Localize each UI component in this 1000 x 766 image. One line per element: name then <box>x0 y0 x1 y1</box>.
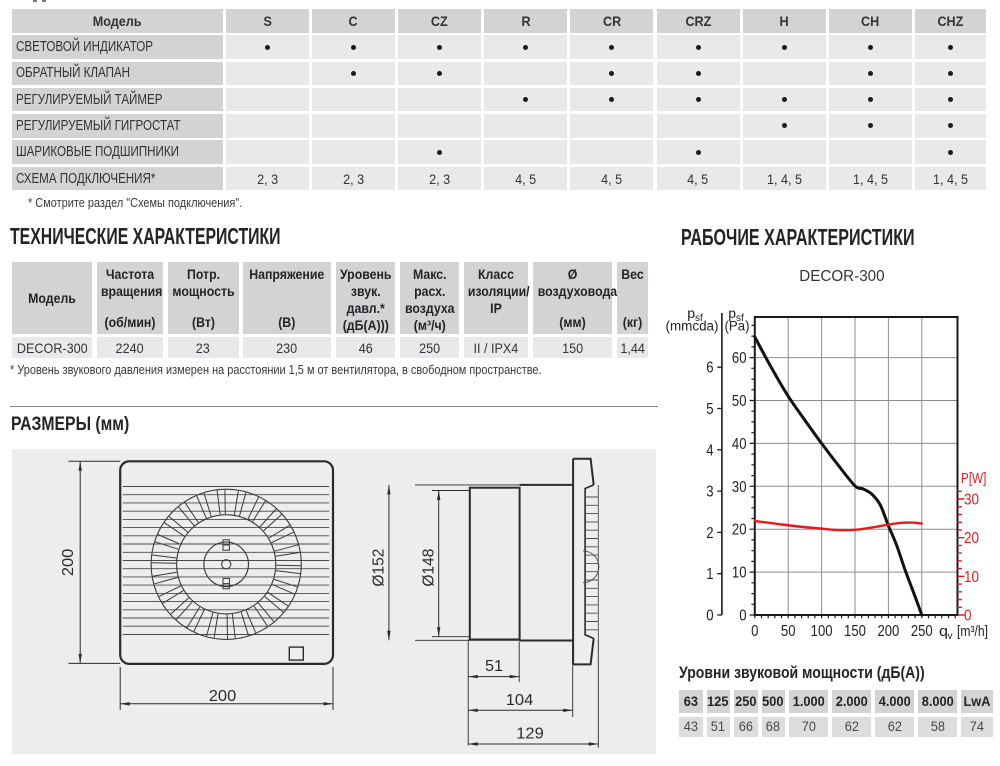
svg-text:51: 51 <box>485 658 503 675</box>
svg-text:20: 20 <box>732 522 747 539</box>
svg-text:4: 4 <box>706 442 714 459</box>
svg-text:30: 30 <box>964 492 979 509</box>
svg-text:q: q <box>939 624 948 640</box>
svg-text:3: 3 <box>706 484 713 501</box>
svg-text:40: 40 <box>732 436 747 453</box>
svg-text:Ø148: Ø148 <box>421 549 438 587</box>
svg-text:104: 104 <box>506 692 534 709</box>
svg-text:(mmcda): (mmcda) <box>666 319 719 334</box>
svg-text:P[W]: P[W] <box>961 470 987 487</box>
svg-text:129: 129 <box>516 726 544 743</box>
svg-text:30: 30 <box>732 479 747 496</box>
svg-text:v: v <box>948 631 953 642</box>
svg-text:200: 200 <box>877 623 899 640</box>
svg-text:50: 50 <box>781 623 796 640</box>
svg-text:5: 5 <box>706 401 713 418</box>
svg-text:0: 0 <box>739 608 747 625</box>
svg-text:6: 6 <box>706 360 713 377</box>
svg-text:0: 0 <box>751 623 759 640</box>
svg-text:10: 10 <box>964 569 979 586</box>
svg-text:0: 0 <box>706 608 714 625</box>
svg-text:(Pa): (Pa) <box>725 319 750 334</box>
svg-text:10: 10 <box>732 565 747 582</box>
svg-text:60: 60 <box>732 350 747 367</box>
svg-text:2: 2 <box>706 525 713 542</box>
svg-text:1: 1 <box>706 566 713 583</box>
svg-text:250: 250 <box>911 623 933 640</box>
svg-text:100: 100 <box>811 623 833 640</box>
svg-text:0: 0 <box>964 608 972 625</box>
svg-text:20: 20 <box>964 530 979 547</box>
svg-text:[m³/h]: [m³/h] <box>957 624 988 640</box>
svg-text:200: 200 <box>60 548 77 576</box>
svg-text:50: 50 <box>732 393 747 410</box>
svg-text:200: 200 <box>209 688 237 705</box>
svg-text:Ø152: Ø152 <box>371 549 388 587</box>
svg-text:150: 150 <box>844 623 866 640</box>
